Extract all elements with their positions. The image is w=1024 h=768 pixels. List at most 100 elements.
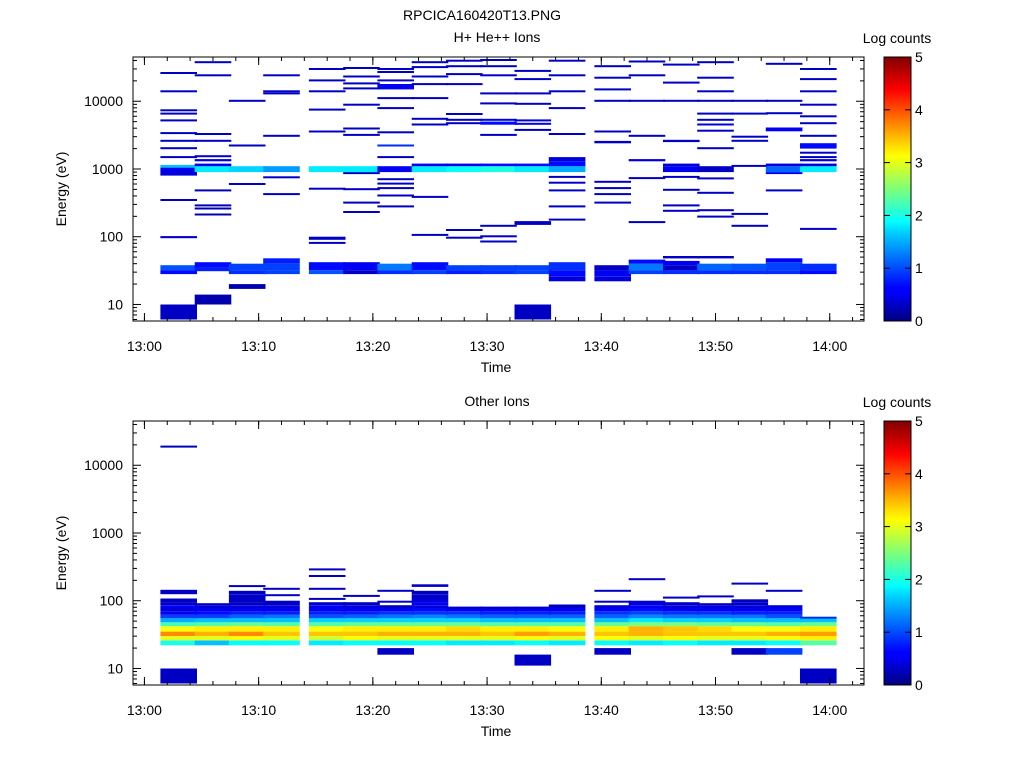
heatmap-cell <box>628 602 666 606</box>
heatmap-cell <box>446 640 483 646</box>
x-tick-label: 13:10 <box>241 702 276 718</box>
heatmap-cell <box>697 270 734 275</box>
heatmap-cell <box>480 118 517 121</box>
heatmap-cell <box>308 636 346 641</box>
plot-frame <box>132 420 865 686</box>
heatmap-cell <box>594 611 631 615</box>
heatmap-cell <box>663 175 700 178</box>
heatmap-cell <box>411 66 449 69</box>
heatmap-cell <box>765 189 803 192</box>
heatmap-cell <box>160 598 197 603</box>
heatmap-cell <box>628 600 666 603</box>
heatmap-cell <box>663 618 700 623</box>
colorbar-tick-label: 4 <box>915 466 923 482</box>
x-axis-label: Time <box>481 359 512 375</box>
heatmap-cell <box>594 608 631 612</box>
heatmap-cell <box>480 611 517 615</box>
heatmap-cell <box>377 636 414 641</box>
y-axis-label: Energy (eV) <box>53 152 69 227</box>
heatmap-cell <box>514 102 552 105</box>
heatmap-cell <box>731 270 769 275</box>
heatmap-cell <box>800 636 837 641</box>
heatmap-cell <box>731 605 769 609</box>
heatmap-cell <box>594 65 631 68</box>
x-tick-label: 13:30 <box>470 702 505 718</box>
heatmap-cell <box>343 188 380 191</box>
heatmap-cell <box>480 92 517 95</box>
heatmap-cell <box>194 61 232 64</box>
heatmap-cell <box>194 640 232 646</box>
heatmap-cells <box>160 445 837 684</box>
heatmap-cell <box>731 618 769 623</box>
heatmap-cell <box>697 618 734 623</box>
heatmap-cell <box>343 640 380 646</box>
heatmap-cell <box>377 626 414 632</box>
heatmap-cell <box>480 606 517 609</box>
heatmap-cell <box>628 177 666 180</box>
heatmap-cell <box>765 62 803 65</box>
heatmap-cell <box>480 265 517 271</box>
heatmap-cell <box>731 164 769 167</box>
heatmap-cell <box>594 589 631 592</box>
heatmap-cell <box>194 189 232 192</box>
heatmap-cell <box>343 614 380 619</box>
heatmap-cell <box>594 99 631 102</box>
heatmap-cell <box>628 259 666 264</box>
heatmap-cell <box>594 631 631 637</box>
heatmap-cell <box>160 167 197 171</box>
heatmap-cell <box>800 626 837 632</box>
heatmap-cell <box>697 129 734 132</box>
heatmap-cell <box>697 123 734 126</box>
x-tick-label: 13:50 <box>698 338 733 354</box>
heatmap-cell <box>377 263 414 271</box>
heatmap-cell <box>411 166 449 173</box>
heatmap-cell <box>228 631 266 637</box>
heatmap-cell <box>514 608 552 612</box>
heatmap-cell <box>343 270 380 275</box>
heatmap-cell <box>514 304 552 320</box>
heatmap-cell <box>800 263 837 271</box>
x-tick-label: 13:40 <box>584 702 619 718</box>
heatmap-cell <box>731 602 769 606</box>
heatmap-cell <box>411 123 449 126</box>
heatmap-cell <box>697 614 734 619</box>
heatmap-cell <box>263 618 300 623</box>
heatmap-cell <box>628 221 666 224</box>
heatmap-cell <box>697 90 734 93</box>
heatmap-cell <box>765 631 803 637</box>
heatmap-cell <box>731 640 769 646</box>
heatmap-cell <box>548 626 586 632</box>
heatmap-cell <box>548 157 586 162</box>
heatmap-cell <box>228 636 266 641</box>
heatmap-cell <box>765 258 803 263</box>
heatmap-cell <box>194 213 232 216</box>
heatmap-cell <box>228 598 266 603</box>
heatmap-cell <box>343 133 380 136</box>
heatmap-cell <box>263 176 300 179</box>
heatmap-cell <box>548 608 586 612</box>
panel-other-ions: Other Ions 13:00 13:10 13:20 13:30 13:40 13:5… <box>53 393 931 739</box>
colorbar-ticks: 0 1 2 3 4 5 <box>884 49 923 329</box>
heatmap-cell <box>548 636 586 641</box>
plot-frame <box>132 56 865 322</box>
heatmap-cell <box>343 611 380 615</box>
heatmap-cell <box>800 90 837 93</box>
heatmap-cell <box>628 74 666 77</box>
heatmap-cell <box>160 622 197 627</box>
heatmap-cell <box>263 636 300 641</box>
heatmap-cell <box>514 128 552 131</box>
heatmap-cell <box>765 262 803 271</box>
x-axis-label: Time <box>481 723 512 739</box>
heatmap-cell <box>446 65 483 68</box>
heatmap-cell <box>160 611 197 615</box>
heatmap-cell <box>594 193 631 196</box>
heatmap-cell <box>160 631 197 637</box>
heatmap-cell <box>308 568 346 571</box>
heatmap-cell <box>308 587 346 590</box>
heatmap-cell <box>731 212 769 215</box>
heatmap-cell <box>377 97 414 100</box>
heatmap-cell <box>480 65 517 68</box>
heatmap-cell <box>263 640 300 646</box>
heatmap-cell <box>377 194 414 197</box>
heatmap-cell <box>160 112 197 115</box>
